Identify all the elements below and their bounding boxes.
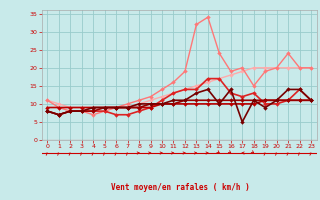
Text: Vent moyen/en rafales ( km/h ): Vent moyen/en rafales ( km/h ) — [111, 183, 250, 192]
